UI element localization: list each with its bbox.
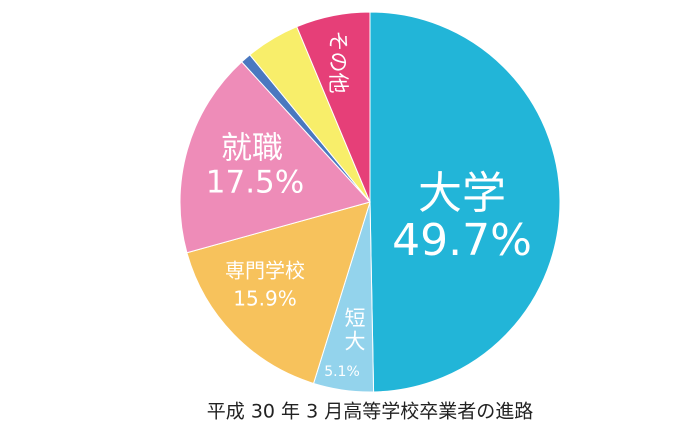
slice-label: 就職 <box>221 131 283 167</box>
pie-slice <box>179 61 371 254</box>
slice-value-label: 5.1% <box>324 364 360 380</box>
slice-value-label: 17.5% <box>206 165 304 201</box>
slice-label: その他 <box>326 31 350 94</box>
slice-label: 専門学校 <box>225 259 305 283</box>
pie-slice <box>296 11 371 203</box>
chart-title: 平成 30 年 3 月高等学校卒業者の進路 <box>207 401 533 423</box>
slice-value-label: 15.9% <box>233 287 297 311</box>
slice-value-label: 49.7% <box>392 215 532 266</box>
slice-label: 大学 <box>418 168 506 219</box>
pie-slice <box>369 11 561 393</box>
pie-slice <box>186 201 371 385</box>
slice-label: 短大 <box>342 307 366 353</box>
